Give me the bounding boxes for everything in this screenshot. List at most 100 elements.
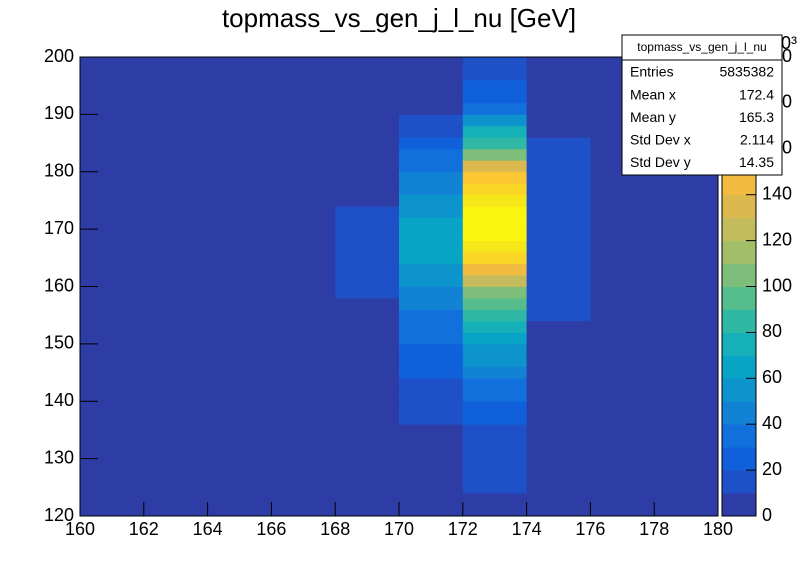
heat-cell <box>526 252 591 264</box>
heat-cell <box>462 252 527 264</box>
heat-cell <box>654 389 719 402</box>
heat-cell <box>526 114 591 127</box>
heat-cell <box>335 493 400 505</box>
heat-cell <box>143 309 208 322</box>
heat-cell <box>526 57 591 69</box>
heat-cell <box>462 137 527 150</box>
y-tick-label: 190 <box>44 103 74 123</box>
heat-cell <box>654 401 719 414</box>
heat-cell <box>399 470 464 482</box>
heat-cell <box>143 240 208 253</box>
heat-cell <box>271 148 336 161</box>
heat-cell <box>143 160 208 173</box>
heat-cell <box>335 125 400 138</box>
stats-value: 165.3 <box>739 109 774 125</box>
heat-cell <box>462 160 527 173</box>
heat-cell <box>399 320 464 333</box>
heat-cell <box>590 470 655 482</box>
heat-cell <box>80 240 145 253</box>
x-tick-label: 178 <box>639 519 669 539</box>
heat-cell <box>271 79 336 92</box>
heat-cell <box>207 160 272 173</box>
heat-cell <box>590 229 655 241</box>
heat-cell <box>271 343 336 356</box>
heat-cell <box>143 320 208 333</box>
heat-cell <box>143 343 208 356</box>
heat-cell <box>654 424 719 437</box>
heat-cell <box>143 206 208 219</box>
heat-cell <box>526 435 591 448</box>
heat-cell <box>335 275 400 287</box>
colorbar-band <box>722 309 756 333</box>
heat-cell <box>399 183 464 196</box>
heat-cell <box>399 424 464 437</box>
heat-cell <box>654 481 719 494</box>
heat-cell <box>590 309 655 322</box>
heat-cell <box>271 435 336 448</box>
heat-cell <box>143 504 208 517</box>
heat-cell <box>207 263 272 276</box>
heat-cell <box>207 412 272 425</box>
heat-cell <box>207 252 272 264</box>
heat-cell <box>462 504 527 517</box>
heat-cell <box>80 79 145 92</box>
heat-cell <box>80 355 145 368</box>
colorbar-band <box>722 286 756 310</box>
heat-cell <box>80 401 145 414</box>
heat-cell <box>462 389 527 402</box>
heat-cell <box>80 194 145 207</box>
heat-cell <box>143 275 208 287</box>
heat-cell <box>271 160 336 173</box>
heat-cell <box>271 401 336 414</box>
heat-cell <box>207 275 272 287</box>
x-tick-label: 162 <box>129 519 159 539</box>
heat-cell <box>462 206 527 219</box>
heat-cell <box>590 275 655 287</box>
heat-cell <box>207 504 272 517</box>
heat-cell <box>654 458 719 471</box>
heat-cell <box>462 286 527 299</box>
heat-cell <box>462 91 527 104</box>
heat-cell <box>143 297 208 310</box>
heat-cell <box>654 252 719 264</box>
heat-cell <box>526 309 591 322</box>
heat-cell <box>462 114 527 127</box>
heat-cell <box>462 343 527 356</box>
heat-cell <box>335 332 400 345</box>
heat-cell <box>335 206 400 219</box>
heat-cell <box>80 458 145 471</box>
heat-cell <box>526 378 591 391</box>
heat-cell <box>143 229 208 241</box>
heat-cell <box>526 470 591 482</box>
heat-cell <box>590 378 655 391</box>
heat-cell <box>526 355 591 368</box>
heat-cell <box>654 309 719 322</box>
heat-cell <box>207 240 272 253</box>
heat-cell <box>143 378 208 391</box>
heat-cell <box>590 343 655 356</box>
heat-cell <box>590 366 655 379</box>
heat-cell <box>526 125 591 138</box>
heat-cell <box>654 171 719 184</box>
heat-cell <box>335 286 400 299</box>
colorbar-band <box>722 263 756 287</box>
heat-cell <box>462 194 527 207</box>
heat-cell <box>80 114 145 127</box>
heat-cell <box>143 435 208 448</box>
heat-cell <box>526 412 591 425</box>
heat-cell <box>143 137 208 150</box>
heat-cell <box>271 493 336 505</box>
stats-key: Entries <box>630 64 674 80</box>
heat-cell <box>399 286 464 299</box>
heat-cell <box>143 447 208 460</box>
heat-cell <box>207 389 272 402</box>
x-tick-label: 168 <box>320 519 350 539</box>
colorbar-band <box>722 401 756 425</box>
heat-cell <box>335 401 400 414</box>
heat-cell <box>271 114 336 127</box>
heat-cell <box>399 297 464 310</box>
z-tick-label: 100 <box>762 275 792 295</box>
heat-cell <box>143 412 208 425</box>
heat-cell <box>271 137 336 150</box>
heat-cell <box>654 412 719 425</box>
